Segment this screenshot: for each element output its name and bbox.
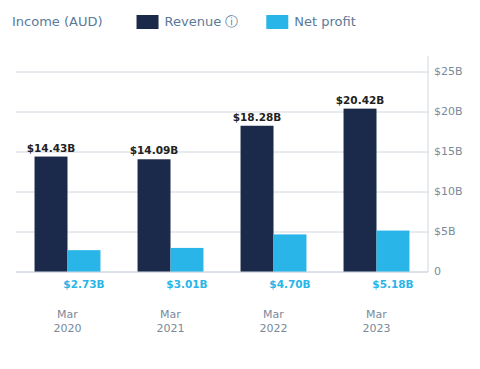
y-axis-line: [428, 56, 429, 272]
bar: [241, 126, 274, 272]
x-tick-label: Mar2022: [260, 308, 288, 335]
y-tick-label: 0: [434, 265, 441, 278]
x-tick-label: Mar2020: [54, 308, 82, 335]
bar: [138, 159, 171, 272]
title: Income (AUD): [12, 14, 103, 29]
data-label: $20.42B: [336, 94, 385, 106]
bars: [35, 109, 410, 272]
data-label: $3.01B: [166, 278, 207, 290]
bar: [35, 157, 68, 272]
bar: [171, 248, 204, 272]
data-label: $18.28B: [233, 111, 282, 123]
data-label: $4.70B: [269, 278, 310, 290]
grid-line: [16, 272, 428, 273]
x-tick-label: Mar2023: [363, 308, 391, 335]
legend-label: Net profit: [294, 14, 356, 29]
x-tick-label: Mar2021: [157, 308, 185, 335]
y-tick-label: $25B: [434, 65, 463, 78]
data-label: $14.09B: [130, 144, 179, 156]
bar: [377, 231, 410, 272]
bar: [274, 234, 307, 272]
legend: Revenue ⓘ Net profit: [137, 14, 356, 30]
x-tick-line: Mar: [160, 308, 181, 321]
legend-label: Revenue ⓘ: [165, 14, 239, 29]
grid-line: [16, 72, 428, 73]
data-label: $2.73B: [63, 278, 104, 290]
x-tick-line: 2020: [54, 322, 82, 335]
legend-swatch: [137, 15, 159, 29]
data-label: $14.43B: [27, 142, 76, 154]
data-label: $5.18B: [372, 278, 413, 290]
x-tick-line: 2022: [260, 322, 288, 335]
baseline: [16, 272, 428, 273]
x-tick-line: Mar: [57, 308, 78, 321]
legend-swatch: [266, 15, 288, 29]
x-tick-line: Mar: [263, 308, 284, 321]
y-tick-label: $20B: [434, 105, 463, 118]
x-tick-line: 2023: [363, 322, 391, 335]
chart: Income (AUD) Revenue ⓘ Net profit 0 $5B $10B $…: [0, 0, 480, 369]
bar: [68, 250, 101, 272]
y-tick-label: $10B: [434, 185, 463, 198]
bar: [344, 109, 377, 272]
x-tick-line: Mar: [366, 308, 387, 321]
x-tick-line: 2021: [157, 322, 185, 335]
y-tick-label: $5B: [434, 225, 456, 238]
y-tick-label: $15B: [434, 145, 463, 158]
